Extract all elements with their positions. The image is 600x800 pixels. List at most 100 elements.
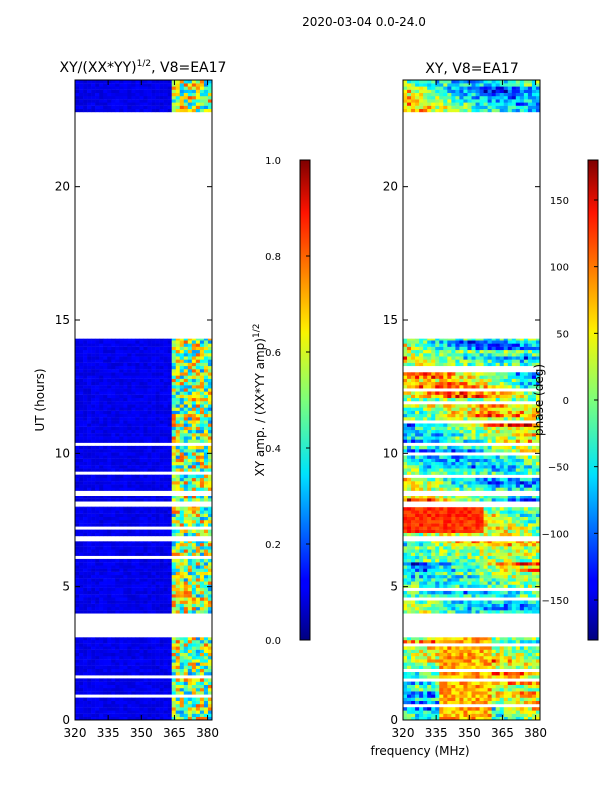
heatmap-cell bbox=[191, 707, 197, 711]
heatmap-cell bbox=[111, 590, 116, 595]
heatmap-cell bbox=[127, 710, 132, 714]
heatmap-cell bbox=[407, 700, 412, 705]
heatmap-cell bbox=[447, 646, 452, 650]
heatmap-cell bbox=[95, 603, 100, 608]
heatmap-cell bbox=[443, 640, 448, 644]
heatmap-cell bbox=[523, 672, 529, 676]
heatmap-cell bbox=[163, 458, 168, 463]
heatmap-cell bbox=[115, 445, 120, 450]
heatmap-cell bbox=[115, 385, 120, 389]
heatmap-cell bbox=[95, 684, 100, 689]
heatmap-cell bbox=[151, 465, 156, 469]
heatmap-cell bbox=[75, 700, 80, 705]
heatmap-cell bbox=[103, 455, 108, 459]
heatmap-cell bbox=[483, 681, 488, 685]
heatmap-cell bbox=[207, 700, 213, 705]
heatmap-cell bbox=[167, 349, 173, 354]
heatmap-cell bbox=[139, 498, 144, 502]
heatmap-cell bbox=[83, 474, 88, 479]
heatmap-cell bbox=[183, 578, 189, 582]
heatmap-cell bbox=[419, 578, 424, 582]
heatmap-cell bbox=[91, 404, 96, 408]
heatmap-cell bbox=[103, 359, 108, 363]
heatmap-cell bbox=[519, 713, 525, 717]
heatmap-cell bbox=[75, 597, 80, 601]
heatmap-cell bbox=[91, 513, 96, 517]
heatmap-cell bbox=[131, 649, 136, 653]
heatmap-cell bbox=[151, 516, 156, 521]
heatmap-cell bbox=[423, 662, 428, 666]
heatmap-cell bbox=[199, 516, 205, 521]
heatmap-cell bbox=[159, 552, 164, 556]
heatmap-cell bbox=[83, 365, 88, 370]
heatmap-cell bbox=[203, 532, 209, 537]
heatmap-cell bbox=[183, 455, 189, 459]
heatmap-cell bbox=[151, 343, 156, 347]
heatmap-cell bbox=[123, 541, 128, 544]
heatmap-cell bbox=[75, 606, 80, 611]
heatmap-cell bbox=[459, 652, 464, 657]
heatmap-cell bbox=[127, 461, 132, 466]
heatmap-cell bbox=[199, 510, 205, 514]
heatmap-cell bbox=[171, 439, 177, 443]
heatmap-cell bbox=[183, 558, 189, 563]
heatmap-cell bbox=[479, 665, 484, 669]
heatmap-cell bbox=[519, 662, 525, 666]
heatmap-cell bbox=[199, 668, 205, 673]
heatmap-cell bbox=[91, 365, 96, 370]
heatmap-cell bbox=[115, 691, 120, 695]
heatmap-cell bbox=[411, 707, 416, 711]
heatmap-cell bbox=[203, 507, 209, 511]
heatmap-cell bbox=[203, 439, 209, 443]
heatmap-cell bbox=[447, 713, 452, 717]
heatmap-cell bbox=[527, 716, 533, 721]
heatmap-cell bbox=[207, 465, 213, 469]
heatmap-cell bbox=[163, 338, 168, 341]
heatmap-cell bbox=[535, 656, 541, 660]
heatmap-cell bbox=[107, 697, 112, 701]
heatmap-cell bbox=[123, 477, 128, 482]
heatmap-cell bbox=[187, 436, 193, 440]
heatmap-cell bbox=[187, 362, 193, 367]
heatmap-cell bbox=[207, 506, 213, 508]
heatmap-cell bbox=[131, 529, 136, 533]
heatmap-cell bbox=[123, 436, 128, 440]
heatmap-cell bbox=[147, 477, 152, 482]
heatmap-cell bbox=[155, 507, 160, 511]
heatmap-cell bbox=[443, 581, 448, 585]
heatmap-cell bbox=[111, 461, 116, 466]
heatmap-cell bbox=[95, 445, 100, 450]
heatmap-cell bbox=[203, 565, 209, 569]
heatmap-cell bbox=[131, 606, 136, 611]
heatmap-cell bbox=[147, 574, 152, 579]
heatmap-cell bbox=[519, 694, 525, 698]
heatmap-cell bbox=[491, 581, 496, 585]
heatmap-cell bbox=[479, 652, 484, 657]
heatmap-cell bbox=[151, 529, 156, 533]
heatmap-cell bbox=[167, 96, 173, 100]
heatmap-cell bbox=[195, 356, 201, 360]
heatmap-cell bbox=[523, 694, 529, 698]
heatmap-cell bbox=[75, 372, 80, 376]
heatmap-cell bbox=[83, 574, 88, 579]
heatmap-cell bbox=[479, 646, 484, 650]
heatmap-cell bbox=[155, 716, 160, 721]
heatmap-cell bbox=[171, 449, 177, 453]
heatmap-cell bbox=[187, 529, 193, 533]
heatmap-cell bbox=[515, 707, 521, 711]
heatmap-cell bbox=[203, 105, 209, 109]
heatmap-cell bbox=[515, 697, 521, 701]
heatmap-cell bbox=[455, 581, 460, 585]
heatmap-cell bbox=[511, 603, 517, 608]
heatmap-cell bbox=[83, 496, 88, 499]
heatmap-cell bbox=[103, 565, 108, 569]
heatmap-cell bbox=[195, 688, 201, 692]
heatmap-cell bbox=[87, 102, 92, 106]
heatmap-cell bbox=[447, 590, 452, 595]
heatmap-cell bbox=[159, 407, 164, 411]
heatmap-cell bbox=[135, 465, 140, 469]
heatmap-cell bbox=[195, 587, 201, 592]
heatmap-cell bbox=[87, 394, 92, 399]
heatmap-cell bbox=[87, 496, 92, 499]
heatmap-cell bbox=[143, 597, 148, 601]
